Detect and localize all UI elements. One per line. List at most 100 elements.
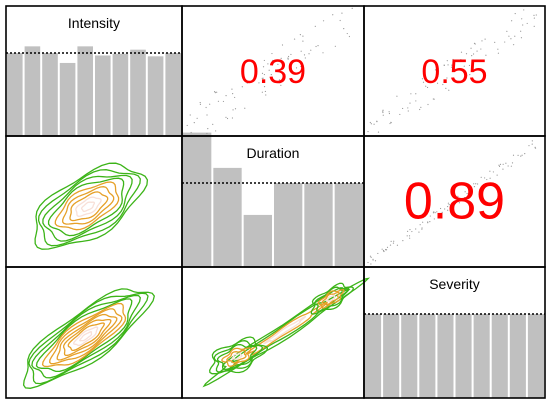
scatter-speck xyxy=(485,54,487,56)
correlation-value: 0.39 xyxy=(240,53,306,91)
scatter-speck xyxy=(470,47,472,49)
scatter-speck xyxy=(444,208,446,210)
variable-label: Intensity xyxy=(68,15,120,31)
scatter-speck xyxy=(446,205,449,208)
contour-line xyxy=(244,301,329,356)
scatter-speck xyxy=(511,162,514,164)
scatter-speck xyxy=(448,204,450,206)
scatter-speck xyxy=(415,228,417,230)
scatter-speck xyxy=(381,248,383,250)
diagonal-panel-duration: Duration xyxy=(182,132,364,267)
scatter-speck xyxy=(390,121,392,123)
scatter-speck xyxy=(282,62,285,64)
scatter-speck xyxy=(426,86,429,89)
scatter-speck xyxy=(424,76,426,78)
scatter-speck xyxy=(494,41,496,43)
scatter-speck xyxy=(369,121,371,124)
scatter-speck xyxy=(277,63,279,65)
scatter-speck xyxy=(427,222,429,224)
contour-line xyxy=(69,191,109,222)
scatter-speck xyxy=(432,212,435,214)
scatter-speck xyxy=(464,191,466,193)
contour-line xyxy=(41,302,127,368)
scatter-speck xyxy=(382,114,384,116)
scatter-speck xyxy=(268,69,270,71)
scatter-speck xyxy=(511,20,513,22)
scatter-speck xyxy=(373,123,375,125)
scatter-speck xyxy=(265,94,267,96)
histogram-bar xyxy=(437,314,454,398)
scatter-speck xyxy=(374,260,377,262)
scatter-speck xyxy=(473,186,476,188)
scatter-speck xyxy=(199,101,201,104)
scatter-speck xyxy=(434,69,437,71)
scatter-speck xyxy=(496,174,498,176)
scatter-speck xyxy=(231,88,233,90)
scatter-speck xyxy=(302,35,304,37)
scatter-speck xyxy=(279,82,281,84)
scatter-speck xyxy=(377,131,380,133)
contour-line xyxy=(325,294,336,303)
scatter-speck xyxy=(215,130,217,132)
scatter-speck xyxy=(370,256,372,259)
histogram-bar xyxy=(112,53,129,136)
scatter-speck xyxy=(408,235,411,237)
scatter-speck xyxy=(497,48,499,50)
scatter-speck xyxy=(389,122,391,125)
scatter-speck xyxy=(504,41,506,43)
scatter-speck xyxy=(421,228,423,230)
scatter-speck xyxy=(351,7,353,9)
contour-line xyxy=(31,294,141,379)
scatter-speck xyxy=(407,107,409,109)
histogram-bar xyxy=(130,49,146,136)
scatter-speck xyxy=(367,261,369,264)
scatter-speck xyxy=(310,49,312,51)
scatter-speck xyxy=(468,64,471,67)
contour-line xyxy=(80,201,96,213)
scatter-speck xyxy=(372,259,374,261)
scatter-speck xyxy=(388,112,391,115)
scatter-speck xyxy=(508,35,510,37)
contour-line xyxy=(79,331,93,342)
scatter-speck xyxy=(390,240,392,242)
scatter-speck xyxy=(520,37,523,39)
scatter-speck xyxy=(521,18,523,20)
scatter-speck xyxy=(460,51,463,53)
scatter-speck xyxy=(406,235,408,237)
diagonal-panel-intensity: Intensity xyxy=(6,15,182,136)
scatter-speck xyxy=(524,152,526,155)
scatter-speck xyxy=(498,164,500,166)
scatter-speck xyxy=(189,114,191,116)
scatter-speck xyxy=(322,20,325,22)
scatter-speck xyxy=(377,252,379,255)
histogram-bar xyxy=(42,53,58,136)
scatter-speck xyxy=(427,80,429,83)
scatter-speck xyxy=(214,91,216,93)
scatter-speck xyxy=(517,154,519,156)
panel-frame xyxy=(5,266,183,399)
scatter-speck xyxy=(263,59,265,62)
histogram-bar xyxy=(213,167,242,267)
contour-line xyxy=(310,282,355,315)
scatter-speck xyxy=(367,130,369,133)
histogram-bar xyxy=(274,183,303,267)
scatter-speck xyxy=(234,108,237,110)
scatter-speck xyxy=(212,123,214,125)
scatter-speck xyxy=(300,50,302,52)
scatter-speck xyxy=(514,35,516,37)
diagonal-panel-severity: Severity xyxy=(364,276,545,398)
histogram-bar xyxy=(491,314,508,398)
scatter-speck xyxy=(396,95,398,97)
scatter-speck xyxy=(409,229,411,231)
histogram-bar xyxy=(77,46,93,136)
contour-line xyxy=(314,286,350,312)
scatter-speck xyxy=(450,66,453,68)
scatter-speck xyxy=(464,197,466,199)
scatter-speck xyxy=(473,42,476,44)
scatter-speck xyxy=(255,66,257,68)
scatter-speck xyxy=(448,89,450,91)
scatter-speck xyxy=(415,100,417,102)
scatter-speck xyxy=(458,67,460,70)
scatter-speck xyxy=(498,165,501,167)
histogram-bar xyxy=(383,314,400,398)
